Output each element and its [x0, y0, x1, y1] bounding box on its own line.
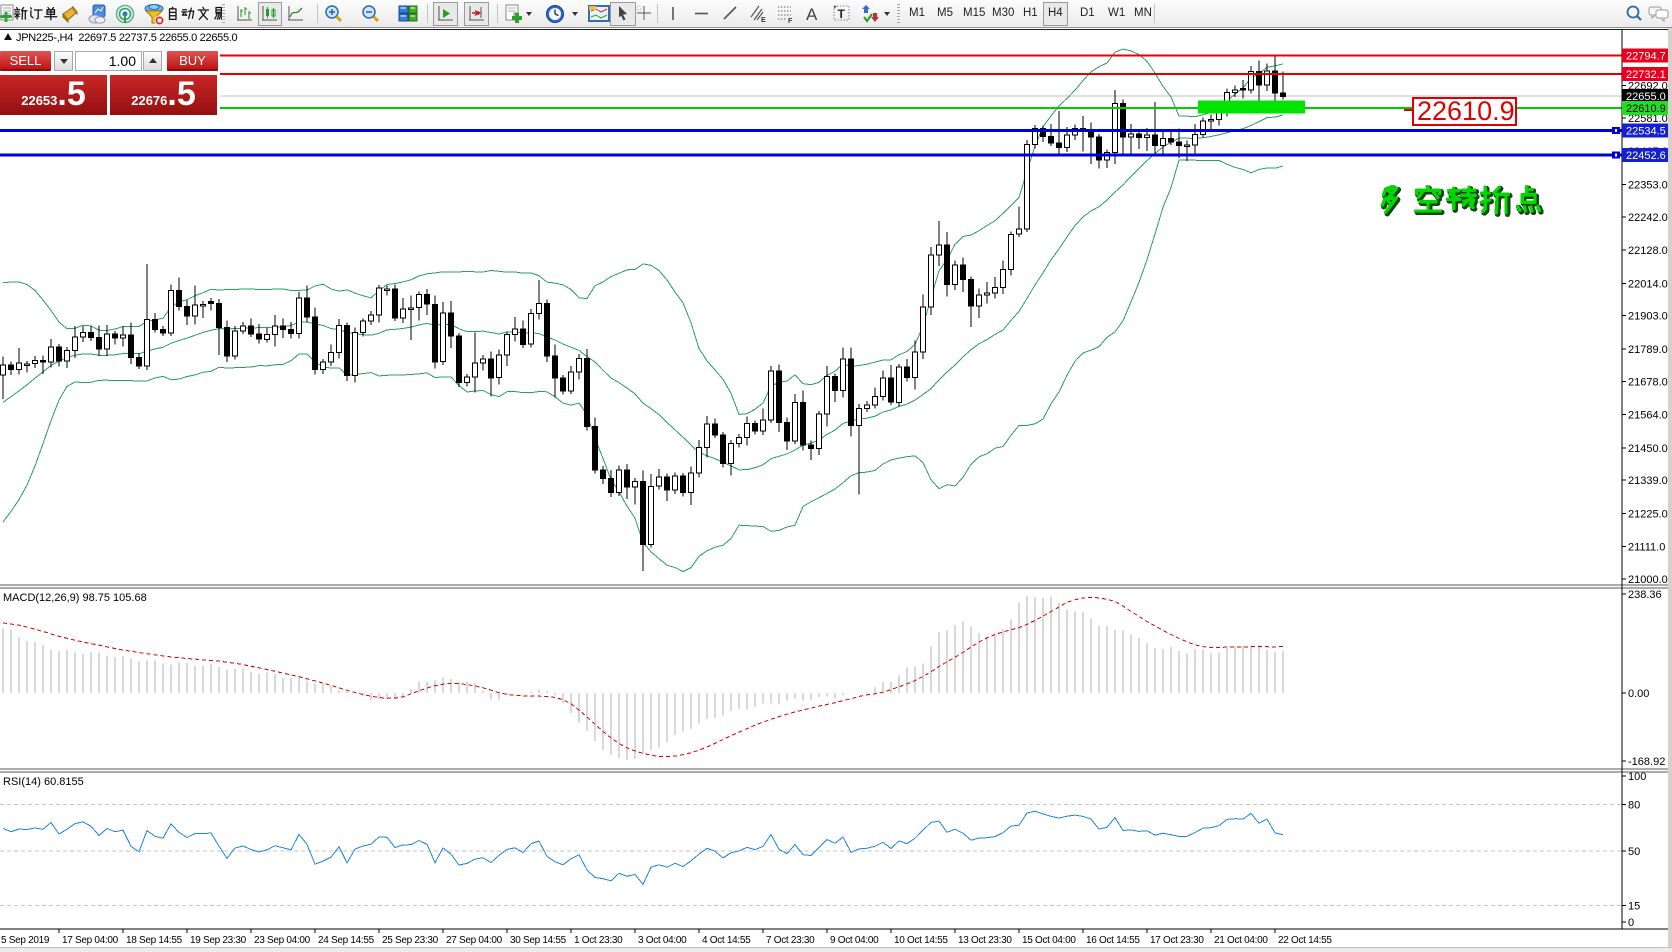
svg-text:-168.92: -168.92	[1628, 756, 1665, 768]
svg-text:21111.0: 21111.0	[1628, 542, 1665, 554]
svg-text:22014.0: 22014.0	[1628, 278, 1668, 290]
svg-text:F: F	[788, 18, 793, 24]
svg-text:T: T	[838, 7, 846, 21]
svg-text:13 Oct 23:30: 13 Oct 23:30	[958, 935, 1012, 946]
svg-text:80: 80	[1628, 799, 1640, 811]
svg-text:MACD(12,26,9) 98.75 105.68: MACD(12,26,9) 98.75 105.68	[3, 592, 147, 604]
svg-text:18 Sep 14:55: 18 Sep 14:55	[126, 935, 183, 946]
svg-text:RSI(14) 60.8155: RSI(14) 60.8155	[3, 776, 84, 788]
svg-text:22452.6: 22452.6	[1626, 150, 1666, 162]
svg-text:3 Oct 04:00: 3 Oct 04:00	[638, 935, 687, 946]
svg-text:22794.7: 22794.7	[1626, 51, 1666, 63]
svg-text:21903.0: 21903.0	[1628, 311, 1668, 323]
svg-text:16 Oct 14:55: 16 Oct 14:55	[1086, 935, 1140, 946]
svg-text:22655.0: 22655.0	[1626, 91, 1666, 103]
svg-text:E: E	[761, 17, 766, 24]
svg-text:10 Oct 14:55: 10 Oct 14:55	[894, 935, 948, 946]
svg-text:4 Oct 14:55: 4 Oct 14:55	[702, 935, 751, 946]
svg-text:15: 15	[1628, 901, 1640, 913]
svg-text:22242.0: 22242.0	[1628, 212, 1668, 224]
svg-text:21225.0: 21225.0	[1628, 508, 1668, 520]
svg-text:23 Sep 04:00: 23 Sep 04:00	[254, 935, 311, 946]
svg-text:50: 50	[1628, 846, 1640, 858]
svg-text:25 Sep 23:30: 25 Sep 23:30	[382, 935, 439, 946]
svg-text:21450.0: 21450.0	[1628, 443, 1668, 455]
svg-text:24 Sep 14:55: 24 Sep 14:55	[318, 935, 375, 946]
svg-text:21 Oct 04:00: 21 Oct 04:00	[1214, 935, 1268, 946]
svg-text:22732.1: 22732.1	[1626, 69, 1666, 81]
svg-text:22610.9: 22610.9	[1626, 103, 1666, 115]
svg-text:22353.0: 22353.0	[1628, 179, 1668, 191]
svg-text:9 Oct 04:00: 9 Oct 04:00	[830, 935, 879, 946]
svg-text:5 Sep 2019: 5 Sep 2019	[1, 935, 50, 946]
svg-text:19 Sep 23:30: 19 Sep 23:30	[190, 935, 247, 946]
svg-text:27 Sep 04:00: 27 Sep 04:00	[446, 935, 503, 946]
svg-text:238.36: 238.36	[1628, 589, 1662, 601]
svg-text:15 Oct 04:00: 15 Oct 04:00	[1022, 935, 1076, 946]
svg-text:21000.0: 21000.0	[1628, 574, 1668, 586]
svg-text:100: 100	[1628, 771, 1646, 783]
svg-text:22534.5: 22534.5	[1626, 126, 1666, 138]
svg-text:21339.0: 21339.0	[1628, 475, 1668, 487]
svg-text:22128.0: 22128.0	[1628, 245, 1668, 257]
svg-text:22610.9: 22610.9	[1417, 96, 1515, 126]
svg-text:17 Sep 04:00: 17 Sep 04:00	[62, 935, 119, 946]
svg-text:22 Oct 14:55: 22 Oct 14:55	[1278, 935, 1332, 946]
svg-text:7 Oct 23:30: 7 Oct 23:30	[766, 935, 815, 946]
svg-text:17 Oct 23:30: 17 Oct 23:30	[1150, 935, 1204, 946]
svg-text:0: 0	[1628, 917, 1634, 929]
svg-text:22581.0: 22581.0	[1628, 113, 1668, 125]
svg-text:1 Oct 23:30: 1 Oct 23:30	[574, 935, 623, 946]
svg-text:21678.0: 21678.0	[1628, 376, 1668, 388]
svg-text:30 Sep 14:55: 30 Sep 14:55	[510, 935, 567, 946]
svg-text:0.00: 0.00	[1628, 688, 1649, 700]
svg-text:21789.0: 21789.0	[1628, 344, 1668, 356]
svg-text:21564.0: 21564.0	[1628, 410, 1668, 422]
